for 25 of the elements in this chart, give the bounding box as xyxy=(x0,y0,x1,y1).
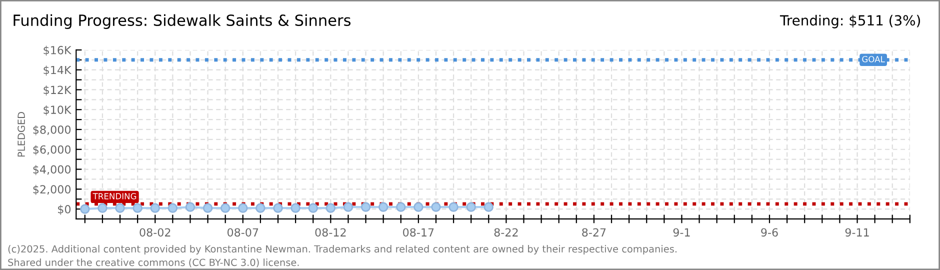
y-tick-label: $4,000 xyxy=(33,165,71,176)
y-axis-title: PLEDGED xyxy=(18,112,25,157)
x-tick-label: 9-6 xyxy=(761,228,778,237)
x-tick-label: 9-1 xyxy=(673,228,690,237)
x-tick-label: 8-27 xyxy=(582,228,606,237)
y-tick-label: $16K xyxy=(44,46,72,56)
y-tick-label: $2,000 xyxy=(33,184,71,195)
ref-line-label: TRENDING xyxy=(92,193,136,200)
x-tick-label: 9-11 xyxy=(845,228,869,237)
x-tick-label: 08-02 xyxy=(140,228,170,237)
y-tick-label: $12K xyxy=(44,86,72,96)
y-tick-label: $6,000 xyxy=(33,145,71,156)
x-tick-label: 08-12 xyxy=(315,228,346,237)
y-tick-label: $10K xyxy=(44,105,72,116)
text: Trending: $511 (3%) xyxy=(780,14,920,28)
y-tick-label: $8,000 xyxy=(33,125,71,136)
y-tick-label: $0 xyxy=(58,204,71,215)
y-tick-label: $14K xyxy=(44,66,72,76)
x-tick-label: 08-17 xyxy=(403,228,434,237)
text: (c)2025. Additional content provided by Konstantine Newman. Trademarks and related content are owned by their respective companies. xyxy=(8,245,676,254)
text: Shared under the creative commons (CC BY-NC 3.0) license. xyxy=(8,258,299,268)
chart-title: Funding Progress: Sidewalk Saints & Sinners xyxy=(14,14,351,29)
x-tick-label: 8-22 xyxy=(494,228,518,237)
x-tick-label: 08-07 xyxy=(227,228,258,237)
ref-line-label: GOAL xyxy=(862,56,885,62)
